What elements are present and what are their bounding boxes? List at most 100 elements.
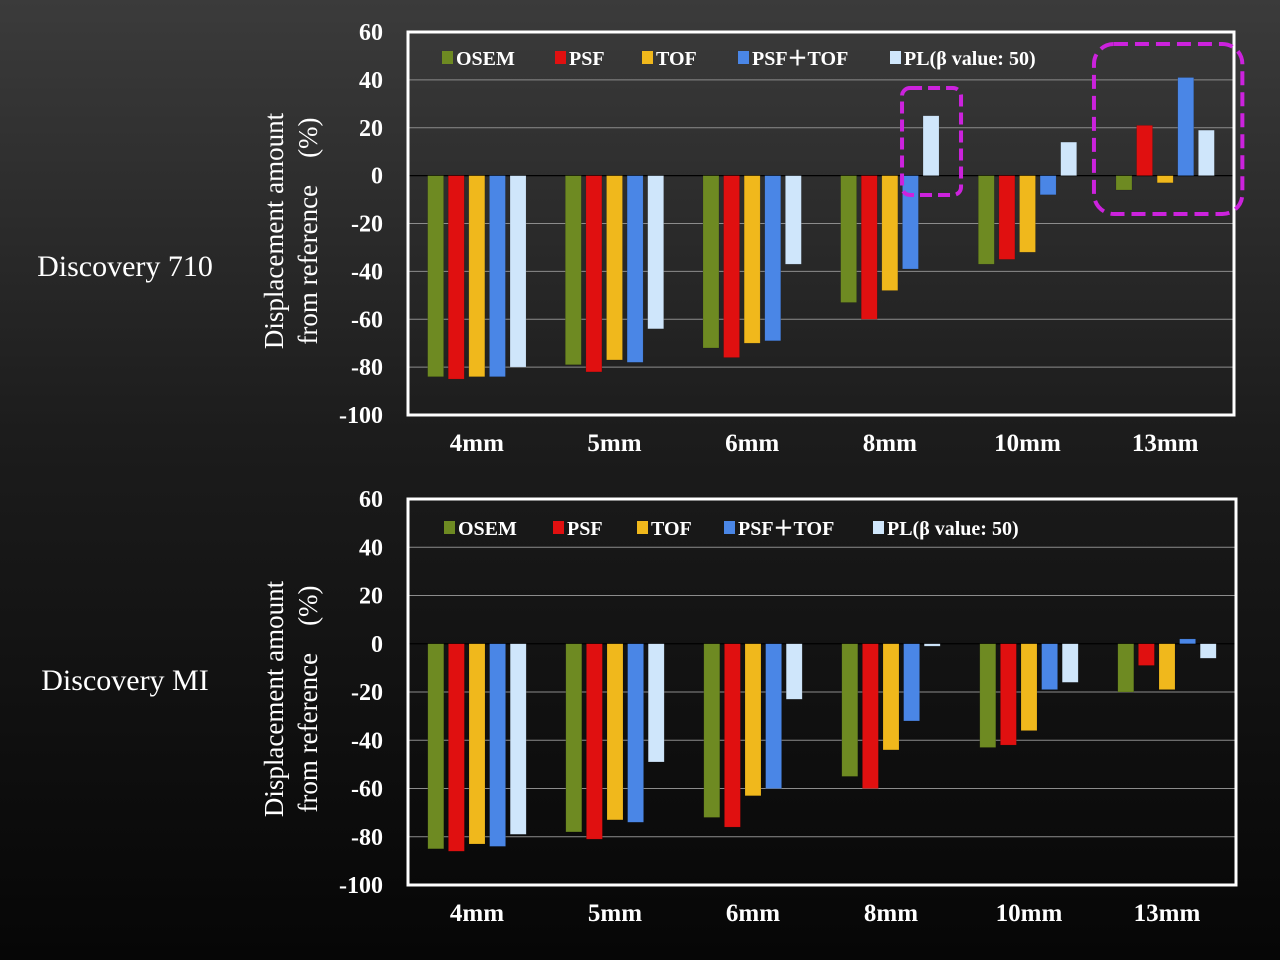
y-tick-label: -100 [339, 873, 383, 899]
bar-psf-tof-10mm [1039, 175, 1057, 196]
legend-swatch [442, 51, 453, 64]
y-tick-label: -60 [351, 777, 383, 803]
bar-tof-8mm [882, 643, 900, 751]
legend-label: PSF [567, 518, 603, 540]
bar-pl-5mm [647, 643, 665, 763]
legend-swatch [724, 521, 735, 534]
x-tick-label: 13mm [1134, 900, 1201, 927]
legend-swatch [642, 51, 653, 64]
bar-psf-8mm [860, 175, 878, 320]
legend-label: OSEM [458, 518, 517, 540]
bar-tof-5mm [606, 175, 623, 361]
bar-psf-tof-8mm [903, 643, 920, 722]
legend-label: PSF＋TOF [738, 518, 834, 540]
x-tick-label: 5mm [587, 430, 641, 457]
bar-osem-13mm [1115, 175, 1133, 191]
bar-osem-8mm [841, 643, 859, 777]
bar-psf-13mm [1138, 643, 1155, 666]
legend-label: PSF [569, 48, 605, 70]
bar-pl-13mm [1198, 129, 1215, 176]
bar-psf-tof-13mm [1177, 77, 1195, 176]
bar-osem-13mm [1117, 643, 1135, 693]
y-tick-label: -20 [351, 680, 383, 706]
legend-label: TOF [656, 48, 697, 70]
bar-pl-6mm [785, 643, 803, 700]
bar-tof-10mm [1019, 175, 1036, 253]
device-label-discovery-710: Discovery 710 [37, 250, 213, 283]
legend-swatch [738, 51, 749, 64]
x-tick-label: 10mm [996, 900, 1063, 927]
y-tick-label: -20 [351, 212, 383, 238]
bar-psf-8mm [862, 643, 879, 789]
bar-osem-10mm [979, 643, 997, 748]
bar-psf-tof-4mm [489, 643, 506, 847]
bar-osem-6mm [702, 175, 720, 349]
y-tick-label: 0 [371, 632, 383, 658]
bar-psf-4mm [448, 643, 465, 852]
x-tick-label: 10mm [994, 430, 1061, 457]
x-tick-label: 8mm [863, 430, 917, 457]
bar-osem-6mm [703, 643, 721, 818]
legend-swatch [890, 51, 901, 64]
bar-tof-4mm [468, 175, 486, 377]
bar-tof-6mm [744, 643, 762, 796]
legend-label: OSEM [456, 48, 515, 70]
bar-psf-tof-4mm [489, 175, 506, 377]
bar-psf-13mm [1136, 125, 1153, 176]
bar-psf-5mm [585, 175, 603, 373]
bar-pl-8mm [922, 115, 940, 176]
bar-osem-10mm [978, 175, 995, 265]
legend-swatch [637, 521, 648, 534]
plot-area-border [406, 30, 1236, 417]
legend-swatch [873, 521, 884, 534]
legend-swatch [555, 51, 566, 64]
bar-pl-6mm [785, 175, 802, 265]
x-tick-label: 6mm [726, 900, 780, 927]
bar-pl-13mm [1199, 643, 1217, 659]
bar-psf-4mm [447, 175, 465, 380]
bar-psf-tof-5mm [626, 175, 644, 363]
x-tick-label: 4mm [450, 430, 504, 457]
y-tick-label: -40 [351, 259, 383, 285]
bar-psf-tof-6mm [765, 643, 782, 789]
bar-tof-8mm [881, 175, 899, 291]
bar-pl-5mm [647, 175, 664, 330]
y-tick-label: 60 [359, 20, 383, 46]
bar-osem-5mm [565, 175, 582, 365]
highlight-box-13mm [1091, 42, 1245, 216]
bar-osem-4mm [427, 643, 445, 850]
chart-discovery-mi: 60 40 20 0 -20 -40 -60 -80 -100 4mm 5mm 6mm 8mm 10mm 1… [339, 487, 1238, 927]
bar-psf-tof-6mm [764, 175, 782, 342]
x-tick-label: 8mm [864, 900, 918, 927]
bar-psf-tof-10mm [1041, 643, 1058, 690]
y-tick-label: 60 [359, 487, 383, 513]
x-tick-label: 5mm [588, 900, 642, 927]
bar-pl-10mm [1060, 141, 1077, 176]
bar-tof-13mm [1158, 643, 1176, 690]
x-tick-label: 13mm [1132, 430, 1199, 457]
y-tick-label: -40 [351, 728, 383, 754]
bar-psf-tof-8mm [902, 175, 919, 270]
bar-pl-4mm [509, 643, 527, 835]
bar-osem-5mm [565, 643, 583, 833]
y-tick-label: -60 [351, 307, 383, 333]
highlight-box-8mm [900, 86, 964, 197]
bar-psf-6mm [723, 175, 740, 358]
legend-swatch [444, 521, 455, 534]
chart-discovery-710: 60 40 20 0 -20 -40 -60 -80 -100 4mm 5mm 6mm 8mm 10mm 1… [339, 20, 1245, 457]
bar-psf-5mm [586, 643, 603, 840]
bar-pl-8mm [923, 643, 941, 647]
x-tick-label: 4mm [450, 900, 504, 927]
bar-osem-4mm [427, 175, 444, 377]
legend-label: TOF [651, 518, 692, 540]
bar-osem-8mm [840, 175, 857, 303]
bar-psf-6mm [724, 643, 741, 828]
device-label-discovery-mi: Discovery MI [41, 664, 209, 697]
legend-swatch [553, 521, 564, 534]
y-tick-label: -80 [351, 825, 383, 851]
bar-tof-4mm [468, 643, 486, 845]
y-tick-label: 0 [371, 164, 383, 190]
y-tick-label: 20 [359, 584, 383, 610]
bar-psf-tof-13mm [1179, 638, 1196, 644]
